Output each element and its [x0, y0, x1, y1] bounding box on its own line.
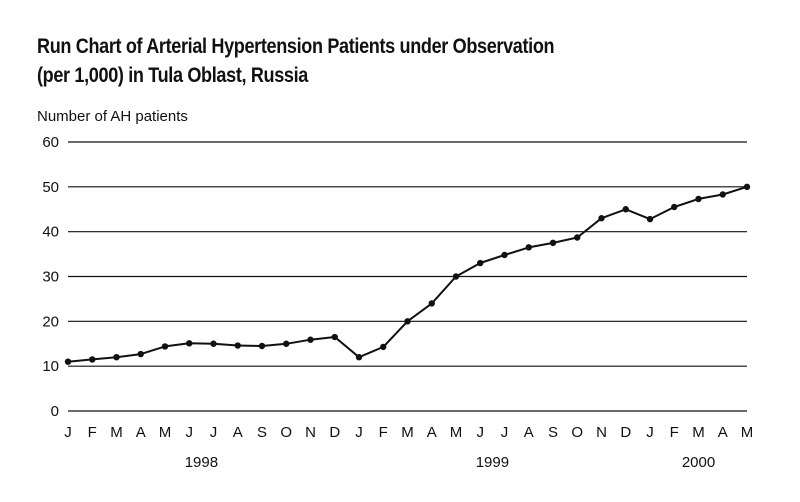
- x-tick-label: N: [305, 424, 316, 441]
- x-tick-label: F: [379, 424, 388, 441]
- data-point: [598, 215, 605, 222]
- data-point: [622, 206, 629, 213]
- data-point: [258, 342, 266, 350]
- x-tick-label: A: [233, 424, 243, 441]
- x-tick-label: M: [450, 424, 463, 441]
- x-tick-label: M: [159, 424, 172, 441]
- x-tick-label: J: [186, 424, 194, 441]
- data-point: [743, 183, 751, 191]
- y-tick-label: 60: [42, 134, 59, 151]
- x-tick-label: S: [257, 424, 267, 441]
- y-tick-label: 10: [42, 358, 59, 375]
- x-tick-label: N: [596, 424, 607, 441]
- data-point: [283, 340, 290, 347]
- data-point: [525, 244, 532, 251]
- data-point: [477, 259, 484, 267]
- x-tick-label: F: [670, 424, 679, 441]
- year-label: 1999: [476, 454, 509, 471]
- data-point: [452, 273, 460, 280]
- data-point: [186, 340, 193, 347]
- x-tick-label: A: [524, 424, 534, 441]
- data-point: [501, 251, 508, 259]
- x-tick-label: O: [280, 424, 292, 441]
- chart-title-line-1: Run Chart of Arterial Hypertension Patie…: [37, 35, 555, 58]
- data-point: [404, 318, 411, 325]
- data-point: [671, 203, 678, 211]
- y-tick-label: 20: [42, 313, 59, 330]
- x-tick-label: D: [620, 424, 631, 441]
- data-point: [331, 333, 338, 341]
- data-series: [64, 183, 751, 365]
- y-axis-label: Number of AH patients: [37, 108, 188, 125]
- data-point: [307, 336, 314, 343]
- data-point: [695, 195, 702, 203]
- data-point: [210, 340, 217, 347]
- data-point: [89, 356, 96, 363]
- x-tick-label: A: [427, 424, 437, 441]
- data-point: [64, 358, 72, 365]
- data-point: [719, 191, 726, 198]
- x-tick-label: A: [136, 424, 146, 441]
- x-tick-label: F: [88, 424, 97, 441]
- data-point: [574, 234, 581, 241]
- data-point: [355, 354, 363, 361]
- x-tick-label: J: [477, 424, 485, 441]
- series-line: [67, 185, 748, 363]
- x-tick-label: A: [718, 424, 728, 441]
- data-point: [646, 215, 654, 223]
- data-point: [234, 342, 241, 349]
- gridlines: [68, 141, 747, 412]
- y-axis-ticks: 0 10 20 30 40 50 60: [42, 134, 59, 420]
- x-tick-label: M: [110, 424, 123, 441]
- x-tick-label: J: [210, 424, 218, 441]
- chart-title-line-2: (per 1,000) in Tula Oblast, Russia: [37, 64, 309, 87]
- y-tick-label: 30: [42, 269, 59, 286]
- x-tick-label: M: [741, 424, 754, 441]
- data-point: [113, 354, 120, 361]
- year-label: 2000: [682, 454, 715, 471]
- x-tick-label: J: [501, 424, 509, 441]
- x-tick-label: S: [548, 424, 558, 441]
- x-tick-label: M: [692, 424, 705, 441]
- year-label: 1998: [185, 454, 218, 471]
- x-tick-label: J: [64, 424, 72, 441]
- data-point: [549, 239, 557, 247]
- y-tick-label: 0: [51, 403, 59, 420]
- year-labels: 1998 1999 2000: [185, 454, 716, 471]
- data-point: [380, 343, 387, 351]
- data-point: [137, 350, 144, 358]
- x-tick-label: J: [646, 424, 654, 441]
- x-tick-label: D: [329, 424, 340, 441]
- x-tick-label: O: [571, 424, 583, 441]
- y-tick-label: 40: [42, 224, 59, 241]
- data-point: [428, 300, 435, 307]
- x-tick-label: M: [401, 424, 414, 441]
- y-tick-label: 50: [42, 179, 59, 196]
- data-point: [161, 343, 169, 350]
- chart-title: Run Chart of Arterial Hypertension Patie…: [37, 32, 555, 90]
- x-tick-label: J: [355, 424, 363, 441]
